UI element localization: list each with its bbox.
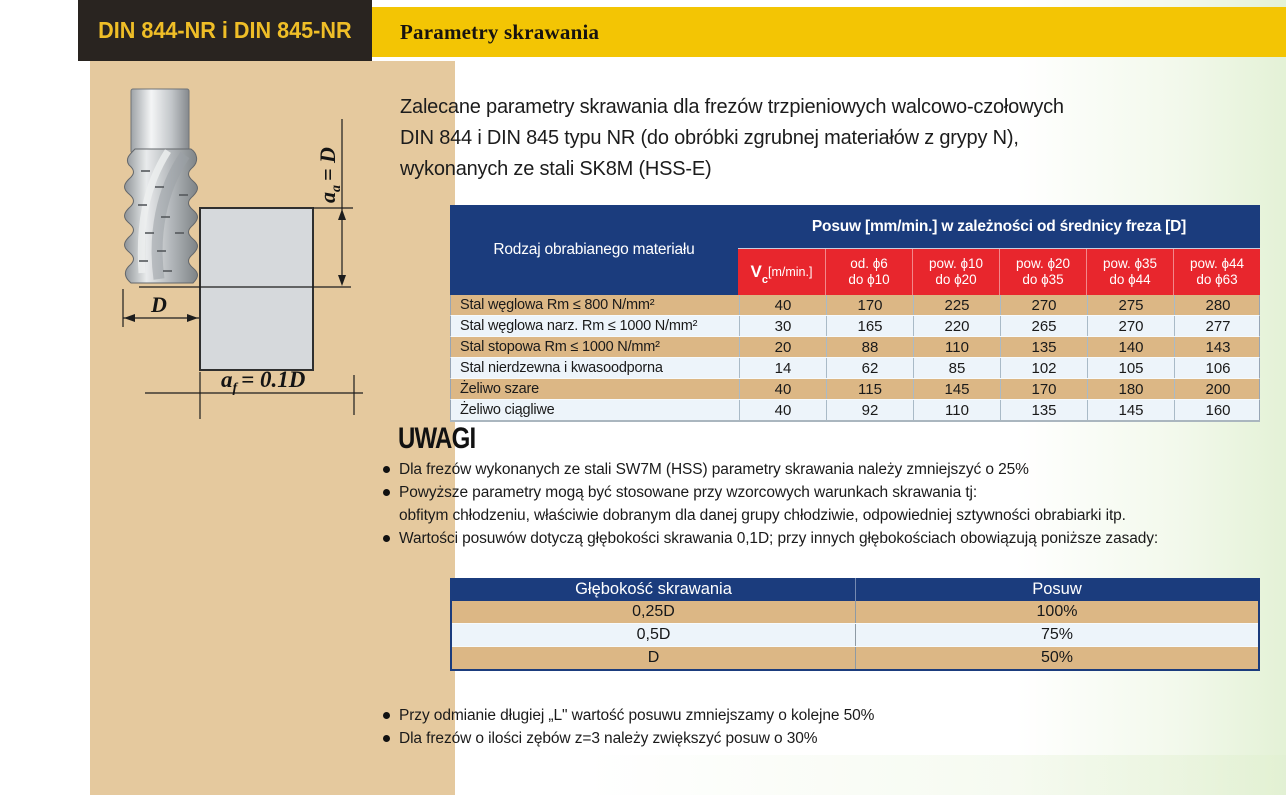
- note-item: Dla frezów wykonanych ze stali SW7M (HSS…: [383, 458, 1158, 481]
- bullet-icon: [383, 735, 390, 742]
- intro-line-2: DIN 844 i DIN 845 typu NR (do obróbki zg…: [400, 127, 1019, 149]
- note-item: Powyższe parametry mogą być stosowane pr…: [383, 481, 1158, 504]
- bullet-icon: [383, 535, 390, 542]
- note-item: Przy odmianie długiej „L" wartość posuwu…: [383, 704, 874, 727]
- depth-feed-header: Głębokość skrawania Posuw: [452, 578, 1258, 601]
- feed-column-header: Posuw: [855, 578, 1258, 601]
- section-title: Parametry skrawania: [400, 19, 600, 44]
- intro-line-1: Zalecane parametry skrawania dla frezów …: [400, 96, 1064, 118]
- table-row: Żeliwo szare 40 115 145 170 180 200: [450, 378, 1260, 399]
- sidebar-drawing-panel: aa= D D af = 0.1D: [90, 61, 455, 795]
- table-row: Żeliwo ciągliwe 40 92 110 135 145 160: [450, 399, 1260, 420]
- table-row: 0,25D 100%: [452, 601, 1258, 623]
- cutting-parameters-table: Rodzaj obrabianego materiału Posuw [mm/m…: [450, 205, 1260, 422]
- notes-heading: UWAGI: [398, 422, 476, 455]
- diameter-column-header-5: pow. ϕ44 do ϕ63: [1173, 249, 1260, 295]
- intro-line-3: wykonanych ze stali SK8M (HSS-E): [400, 158, 712, 180]
- bullet-icon: [383, 466, 390, 473]
- table-row: D 50%: [452, 646, 1258, 669]
- axial-depth-label: aa= D: [315, 147, 344, 203]
- page-gradient-bottom: [586, 755, 1286, 795]
- din-standard-box: DIN 844-NR i DIN 845-NR: [78, 0, 372, 61]
- diameter-column-header-3: pow. ϕ20 do ϕ35: [999, 249, 1086, 295]
- diameter-column-header-1: od. ϕ6 do ϕ10: [825, 249, 912, 295]
- depth-column-header: Głębokość skrawania: [575, 580, 732, 598]
- workpiece: [199, 207, 314, 371]
- note-item: Dla frezów o ilości zębów z=3 należy zwi…: [383, 727, 874, 750]
- section-header-bar: Parametry skrawania: [372, 7, 1286, 57]
- radial-depth-label: af = 0.1D: [221, 367, 306, 396]
- intro-paragraph: Zalecane parametry skrawania dla frezów …: [400, 92, 1200, 185]
- diameter-column-header-2: pow. ϕ10 do ϕ20: [912, 249, 999, 295]
- table-row: Stal węglowa narz. Rm ≤ 1000 N/mm² 30 165 2…: [450, 315, 1260, 336]
- footer-notes-list: Przy odmianie długiej „L" wartość posuwu…: [383, 704, 874, 750]
- cutter-illustration: [124, 88, 198, 284]
- table-row: Stal stopowa Rm ≤ 1000 N/mm² 20 88 110 135 14…: [450, 336, 1260, 357]
- material-column-header: Rodzaj obrabianego materiału: [450, 205, 738, 295]
- bullet-icon: [383, 712, 390, 719]
- table-header: Rodzaj obrabianego materiału Posuw [mm/m…: [450, 205, 1260, 295]
- feed-span-header: Posuw [mm/min.] w zależności od średnicy…: [738, 205, 1260, 249]
- diameter-column-header-4: pow. ϕ35 do ϕ44: [1086, 249, 1173, 295]
- bullet-icon: [383, 489, 390, 496]
- table-row: 0,5D 75%: [452, 623, 1258, 646]
- table-row: Stal węglowa Rm ≤ 800 N/mm² 40 170 225 270 27…: [450, 295, 1260, 315]
- note-item-continuation: obfitym chłodzeniu, właściwie dobranym d…: [399, 506, 1126, 524]
- table-row: Stal nierdzewna i kwasoodporna 14 62 85 102 1…: [450, 357, 1260, 378]
- dimension-lines: [122, 119, 363, 419]
- note-item: Wartości posuwów dotyczą głębokości skra…: [383, 527, 1158, 550]
- din-standard-label: DIN 844-NR i DIN 845-NR: [98, 17, 352, 43]
- depth-feed-table: Głębokość skrawania Posuw 0,25D 100% 0,5D…: [450, 578, 1260, 671]
- diameter-label: D: [150, 292, 167, 317]
- notes-list: Dla frezów wykonanych ze stali SW7M (HSS…: [383, 458, 1158, 550]
- technical-drawing: aa= D D af = 0.1D: [122, 88, 363, 419]
